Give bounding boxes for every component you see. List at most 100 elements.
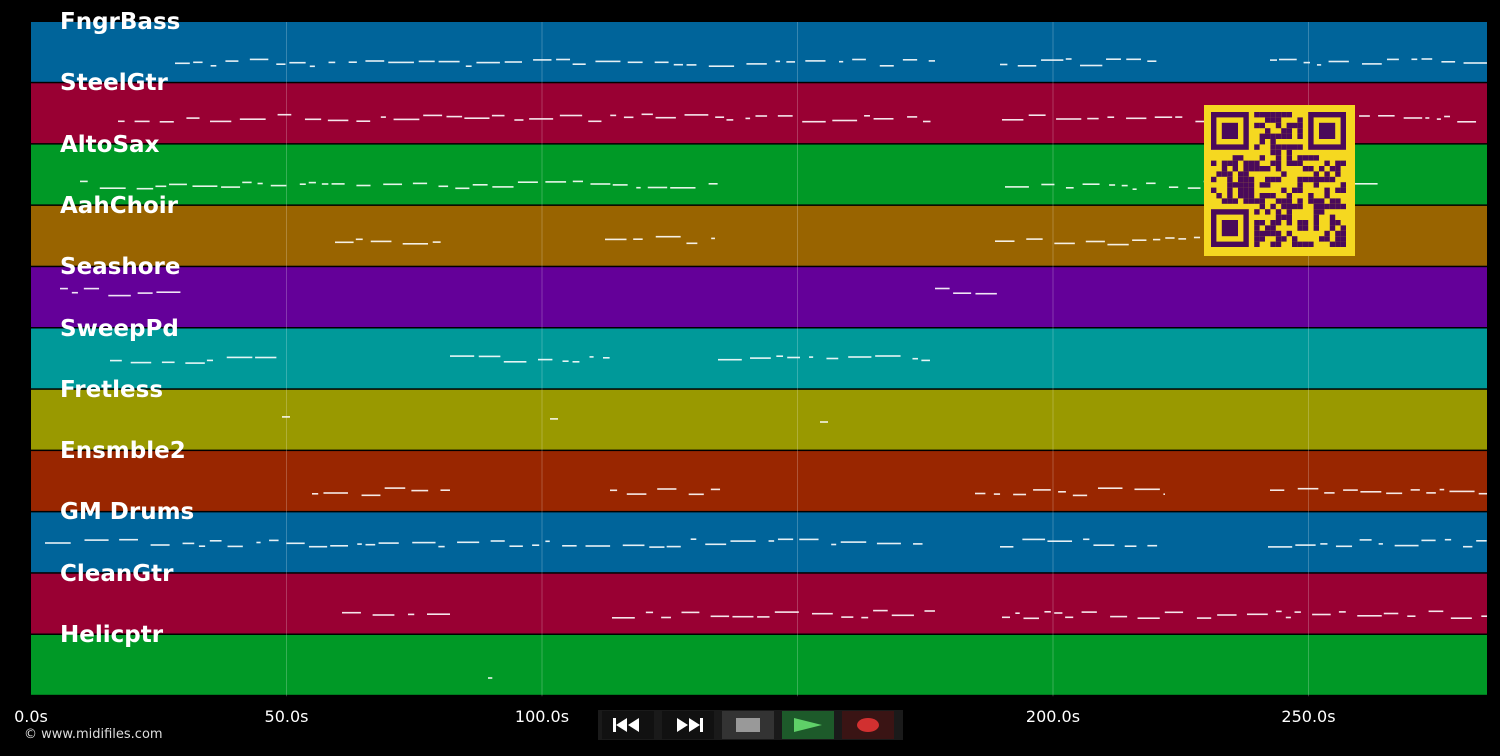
note xyxy=(1197,617,1211,619)
qr-module xyxy=(1335,242,1340,247)
qr-module xyxy=(1308,177,1313,182)
note xyxy=(624,117,634,119)
note xyxy=(656,236,681,238)
note xyxy=(310,66,315,68)
note xyxy=(590,183,610,185)
note xyxy=(80,181,88,183)
qr-module xyxy=(1260,236,1265,241)
note xyxy=(423,115,442,117)
note xyxy=(623,545,645,547)
qr-module xyxy=(1227,177,1232,182)
qr-module xyxy=(1270,134,1275,139)
note xyxy=(1169,186,1178,188)
note xyxy=(250,59,269,61)
qr-module xyxy=(1297,177,1302,182)
qr-module xyxy=(1222,166,1227,171)
note xyxy=(1270,59,1277,61)
qr-module xyxy=(1254,198,1259,203)
note xyxy=(545,181,566,183)
note xyxy=(656,117,676,119)
note xyxy=(809,356,813,358)
note xyxy=(1066,58,1072,60)
fast-forward-button[interactable] xyxy=(662,711,714,739)
qr-module xyxy=(1341,188,1346,193)
qr-module xyxy=(1314,209,1319,214)
play-button[interactable] xyxy=(782,711,834,739)
note xyxy=(610,490,617,492)
note xyxy=(210,121,231,123)
note xyxy=(670,187,695,189)
note xyxy=(1324,492,1334,494)
note xyxy=(373,614,395,616)
qr-module xyxy=(1270,112,1275,117)
note xyxy=(1022,539,1045,541)
qr-module xyxy=(1265,231,1270,236)
note xyxy=(573,181,583,183)
note xyxy=(994,493,1000,495)
note xyxy=(975,493,985,495)
note xyxy=(388,62,414,64)
note xyxy=(1175,116,1182,118)
note xyxy=(820,421,828,423)
note xyxy=(446,116,462,118)
qr-module xyxy=(1265,166,1270,171)
note xyxy=(588,121,601,123)
qr-module xyxy=(1276,161,1281,166)
qr-module xyxy=(1330,242,1335,247)
qr-module xyxy=(1297,188,1302,193)
qr-module xyxy=(1238,171,1243,176)
note xyxy=(1449,491,1474,493)
qr-module xyxy=(1233,155,1238,160)
qr-module xyxy=(1297,144,1302,149)
note xyxy=(256,542,260,544)
qr-module xyxy=(1265,117,1270,122)
note xyxy=(379,542,399,544)
note xyxy=(1029,114,1046,116)
copyright-text: © www.midifiles.com xyxy=(24,727,163,742)
note xyxy=(1286,617,1291,619)
note xyxy=(1125,545,1137,547)
note xyxy=(1026,238,1042,240)
rewind-button[interactable] xyxy=(602,711,654,739)
qr-module xyxy=(1281,236,1286,241)
note xyxy=(1481,615,1487,617)
qr-finder-core xyxy=(1222,220,1238,236)
note xyxy=(1041,59,1063,61)
note xyxy=(394,119,420,121)
lane-band xyxy=(31,22,1487,82)
note xyxy=(573,361,580,363)
qr-module xyxy=(1222,171,1227,176)
qr-module xyxy=(1243,198,1248,203)
note xyxy=(131,362,152,364)
note xyxy=(271,185,287,187)
note xyxy=(411,490,428,492)
qr-module xyxy=(1233,198,1238,203)
note xyxy=(1066,187,1074,189)
qr-module xyxy=(1211,161,1216,166)
qr-module xyxy=(1297,225,1302,230)
record-button[interactable] xyxy=(842,711,894,739)
note xyxy=(1317,64,1321,66)
note xyxy=(1005,186,1029,188)
qr-module xyxy=(1276,177,1281,182)
qr-module xyxy=(1330,225,1335,230)
note xyxy=(1023,618,1039,620)
stop-button[interactable] xyxy=(722,711,774,739)
note xyxy=(732,616,753,618)
note xyxy=(221,186,240,188)
note xyxy=(438,546,444,548)
qr-module xyxy=(1335,188,1340,193)
qr-module xyxy=(1297,123,1302,128)
qr-module xyxy=(1254,161,1259,166)
note xyxy=(1217,614,1236,616)
note xyxy=(207,360,213,362)
qr-module xyxy=(1287,220,1292,225)
note xyxy=(258,183,263,185)
qr-module xyxy=(1249,198,1254,203)
note xyxy=(1304,62,1310,64)
qr-module xyxy=(1324,177,1329,182)
note xyxy=(812,613,833,615)
lane-label: GM Drums xyxy=(60,501,194,524)
qr-module xyxy=(1287,128,1292,133)
qr-module xyxy=(1341,225,1346,230)
